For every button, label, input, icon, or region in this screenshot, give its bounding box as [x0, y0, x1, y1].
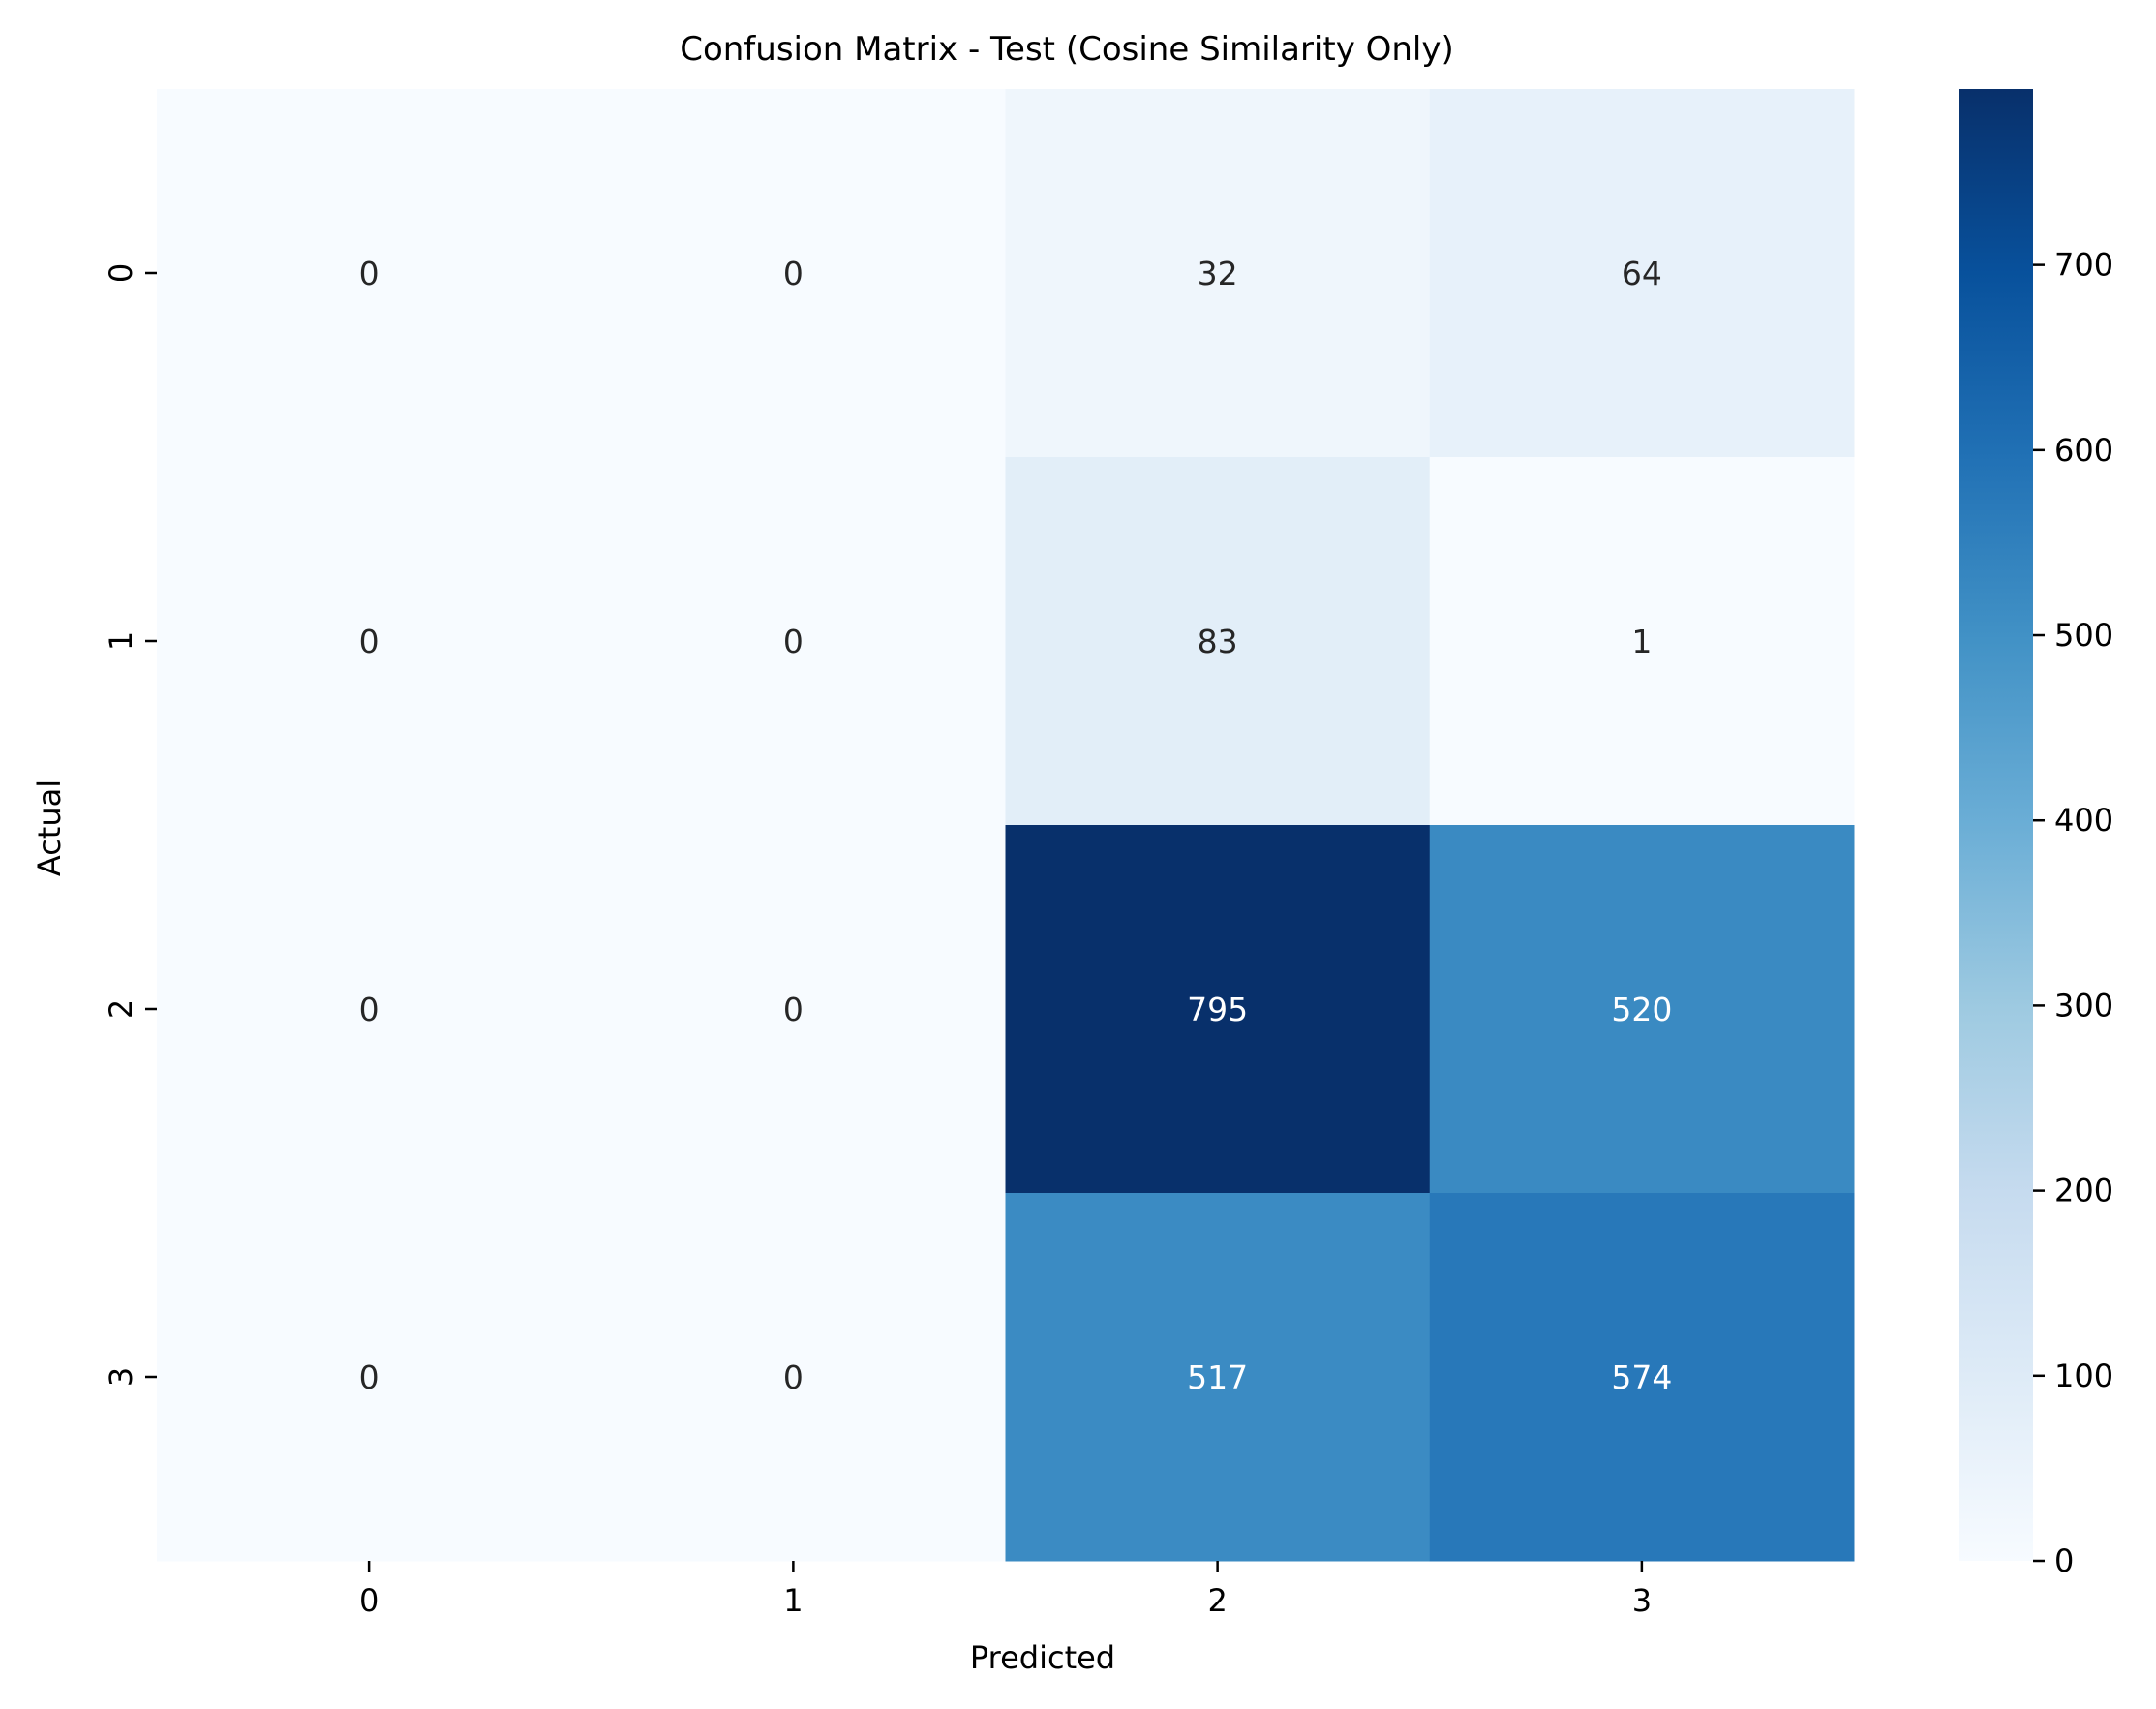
- x-tick-label-2: 2: [1207, 1582, 1227, 1619]
- colorbar-tick-label-400: 400: [2054, 802, 2113, 839]
- heatmap-cell-r2-c3: [1429, 825, 1855, 1194]
- cell-value-r0-c0: 0: [359, 255, 380, 292]
- colorbar: 0 100 200 300 400 500 600 700: [1959, 89, 2113, 1579]
- cell-value-r2-c0: 0: [359, 991, 380, 1028]
- heatmap-cell-r1-c3: [1429, 457, 1855, 826]
- colorbar-gradient: [1959, 89, 2033, 1561]
- heatmap-cell-r0-c2: [1005, 89, 1431, 458]
- heatmap-cell-r0-c0: [157, 89, 582, 458]
- chart-title: Confusion Matrix - Test (Cosine Similari…: [680, 30, 1454, 69]
- heatmap-cell-r3-c0: [157, 1193, 582, 1562]
- heatmap-cell-r2-c2: [1005, 825, 1431, 1194]
- cell-value-r0-c3: 64: [1622, 255, 1662, 292]
- y-tick-label-1: 1: [103, 631, 139, 651]
- heatmap-cell-r1-c2: [1005, 457, 1431, 826]
- cell-value-r3-c1: 0: [783, 1358, 804, 1396]
- x-axis: 0 1 2 3: [359, 1561, 1652, 1619]
- cell-value-r1-c3: 1: [1631, 623, 1652, 660]
- x-axis-label: Predicted: [970, 1639, 1115, 1676]
- colorbar-tick-label-600: 600: [2054, 432, 2113, 469]
- colorbar-tick-label-0: 0: [2054, 1542, 2074, 1579]
- y-tick-label-3: 3: [103, 1367, 139, 1387]
- heatmap-cell-r0-c1: [581, 89, 1006, 458]
- cell-value-r3-c2: 517: [1187, 1358, 1248, 1396]
- heatmap-cell-r0-c3: [1429, 89, 1855, 458]
- cell-value-r1-c1: 0: [783, 623, 804, 660]
- x-tick-label-1: 1: [783, 1582, 803, 1619]
- colorbar-tick-label-500: 500: [2054, 617, 2113, 654]
- heatmap-cell-r1-c1: [581, 457, 1006, 826]
- cell-value-r2-c2: 795: [1187, 991, 1248, 1028]
- cell-value-r3-c3: 574: [1611, 1358, 1672, 1396]
- x-tick-label-3: 3: [1632, 1582, 1652, 1619]
- cell-annotations: 0 0 32 64 0 0 83 1 0 0 795 520 0 0 517 574: [359, 255, 1673, 1396]
- cell-value-r2-c1: 0: [783, 991, 804, 1028]
- y-axis-label: Actual: [31, 779, 68, 876]
- heatmap-cell-r1-c0: [157, 457, 582, 826]
- heatmap-cell-r2-c0: [157, 825, 582, 1194]
- heatmap-cell-r3-c2: [1005, 1193, 1431, 1562]
- cell-value-r2-c3: 520: [1611, 991, 1672, 1028]
- y-tick-label-2: 2: [103, 999, 139, 1019]
- colorbar-tick-label-200: 200: [2054, 1173, 2113, 1209]
- colorbar-tick-label-100: 100: [2054, 1358, 2113, 1394]
- heatmap-cell-r2-c1: [581, 825, 1006, 1194]
- x-tick-label-0: 0: [359, 1582, 379, 1619]
- y-axis: 0 1 2 3: [103, 263, 157, 1387]
- cell-value-r0-c1: 0: [783, 255, 804, 292]
- colorbar-tick-label-300: 300: [2054, 987, 2113, 1023]
- colorbar-tick-label-700: 700: [2054, 247, 2113, 284]
- heatmap-cells: [157, 89, 1855, 1562]
- cell-value-r3-c0: 0: [359, 1358, 380, 1396]
- heatmap-cell-r3-c3: [1429, 1193, 1855, 1562]
- cell-value-r1-c0: 0: [359, 623, 380, 660]
- cell-value-r1-c2: 83: [1198, 623, 1238, 660]
- y-tick-label-0: 0: [103, 263, 139, 283]
- cell-value-r0-c2: 32: [1198, 255, 1238, 292]
- heatmap-cell-r3-c1: [581, 1193, 1006, 1562]
